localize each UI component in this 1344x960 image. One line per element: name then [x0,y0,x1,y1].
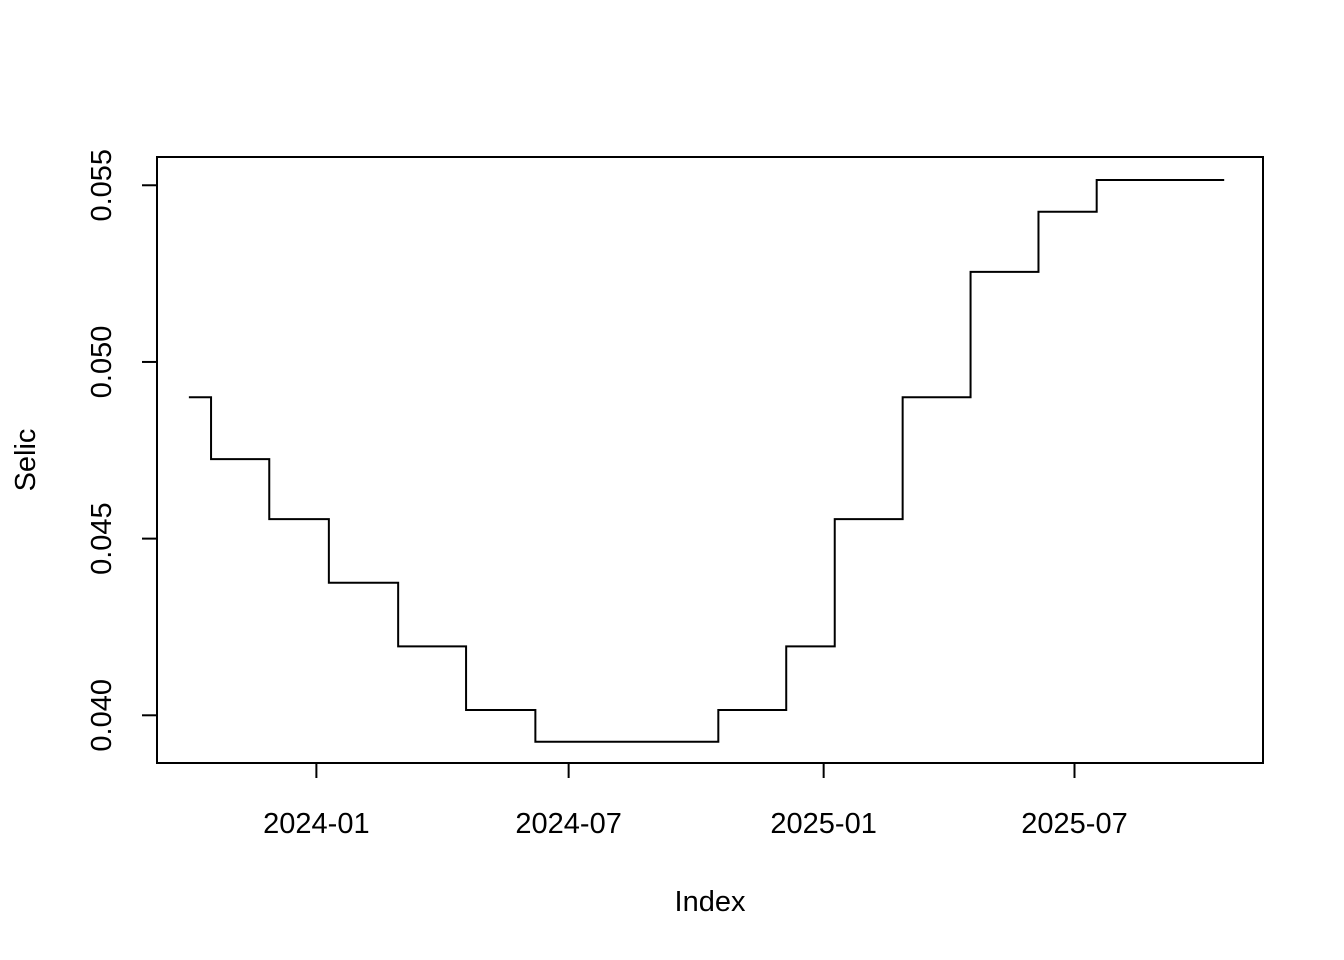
selic-series-line [188,178,1225,743]
y-axis: 0.040 0.045 0.050 0.055 [86,149,157,752]
y-tick-label: 0.055 [86,149,118,222]
x-axis-label: Index [675,886,746,918]
x-axis: 2024-01 2024-07 2025-01 2025-07 [263,763,1128,840]
y-tick-label: 0.050 [86,326,118,399]
series-layer [188,178,1225,743]
x-tick-label: 2024-07 [515,808,621,840]
x-tick-label: 2025-07 [1021,808,1127,840]
y-axis-label: Selic [10,429,42,492]
y-tick-label: 0.045 [86,502,118,575]
y-tick-label: 0.040 [86,679,118,752]
plot-frame [156,156,1264,764]
x-tick-label: 2025-01 [770,808,876,840]
x-tick-label: 2024-01 [263,808,369,840]
